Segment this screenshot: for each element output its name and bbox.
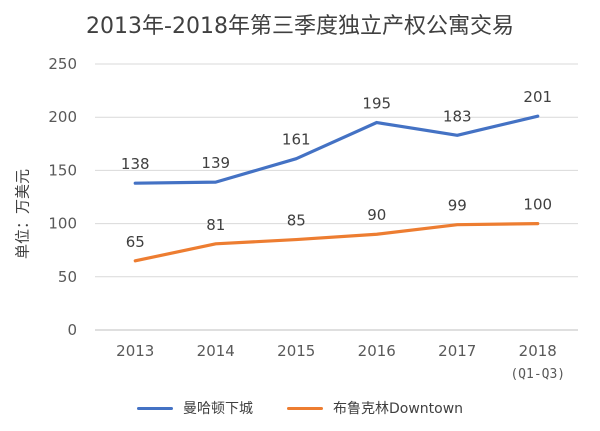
- legend-swatch: [286, 406, 323, 410]
- data-label: 65: [126, 233, 145, 251]
- x-tick-label: 2018: [519, 342, 557, 360]
- data-label: 138: [121, 155, 150, 173]
- x-tick-label: 2016: [358, 342, 396, 360]
- legend-item-2: 布鲁克林Downtown: [286, 398, 464, 418]
- data-label: 100: [523, 196, 552, 214]
- legend-label: 曼哈顿下城: [182, 401, 253, 417]
- series-line-2: [133, 222, 540, 263]
- y-tick-label: 250: [48, 55, 77, 73]
- legend: 曼哈顿下城 布鲁克林Downtown: [0, 398, 600, 418]
- legend-label: 布鲁克林Downtown: [332, 401, 464, 417]
- legend-swatch: [136, 406, 173, 410]
- data-label: 81: [206, 216, 225, 234]
- data-label: 183: [443, 107, 472, 125]
- chart-title: 2013年-2018年第三季度独立产权公寓交易: [86, 14, 514, 39]
- y-tick-label: 100: [48, 215, 77, 233]
- x-tick-label: 2014: [197, 342, 235, 360]
- x-tick-label: 2015: [277, 342, 315, 360]
- series-line-1: [133, 114, 540, 185]
- data-label: 139: [201, 154, 230, 172]
- data-label: 85: [287, 212, 306, 230]
- x-tick-label: 2013: [116, 342, 154, 360]
- y-tick-label: 150: [48, 161, 77, 179]
- data-label: 195: [362, 95, 391, 113]
- x-tick-sublabel: (Q1-Q3): [510, 367, 565, 382]
- legend-item-1: 曼哈顿下城: [136, 398, 253, 418]
- data-label: 99: [448, 197, 467, 215]
- y-tick-label: 0: [67, 321, 77, 339]
- y-tick-label: 200: [48, 108, 77, 126]
- data-label: 161: [282, 131, 311, 149]
- data-label: 201: [523, 88, 552, 106]
- y-tick-label: 50: [58, 268, 77, 286]
- data-label: 90: [367, 206, 386, 224]
- x-tick-label: 2017: [438, 342, 476, 360]
